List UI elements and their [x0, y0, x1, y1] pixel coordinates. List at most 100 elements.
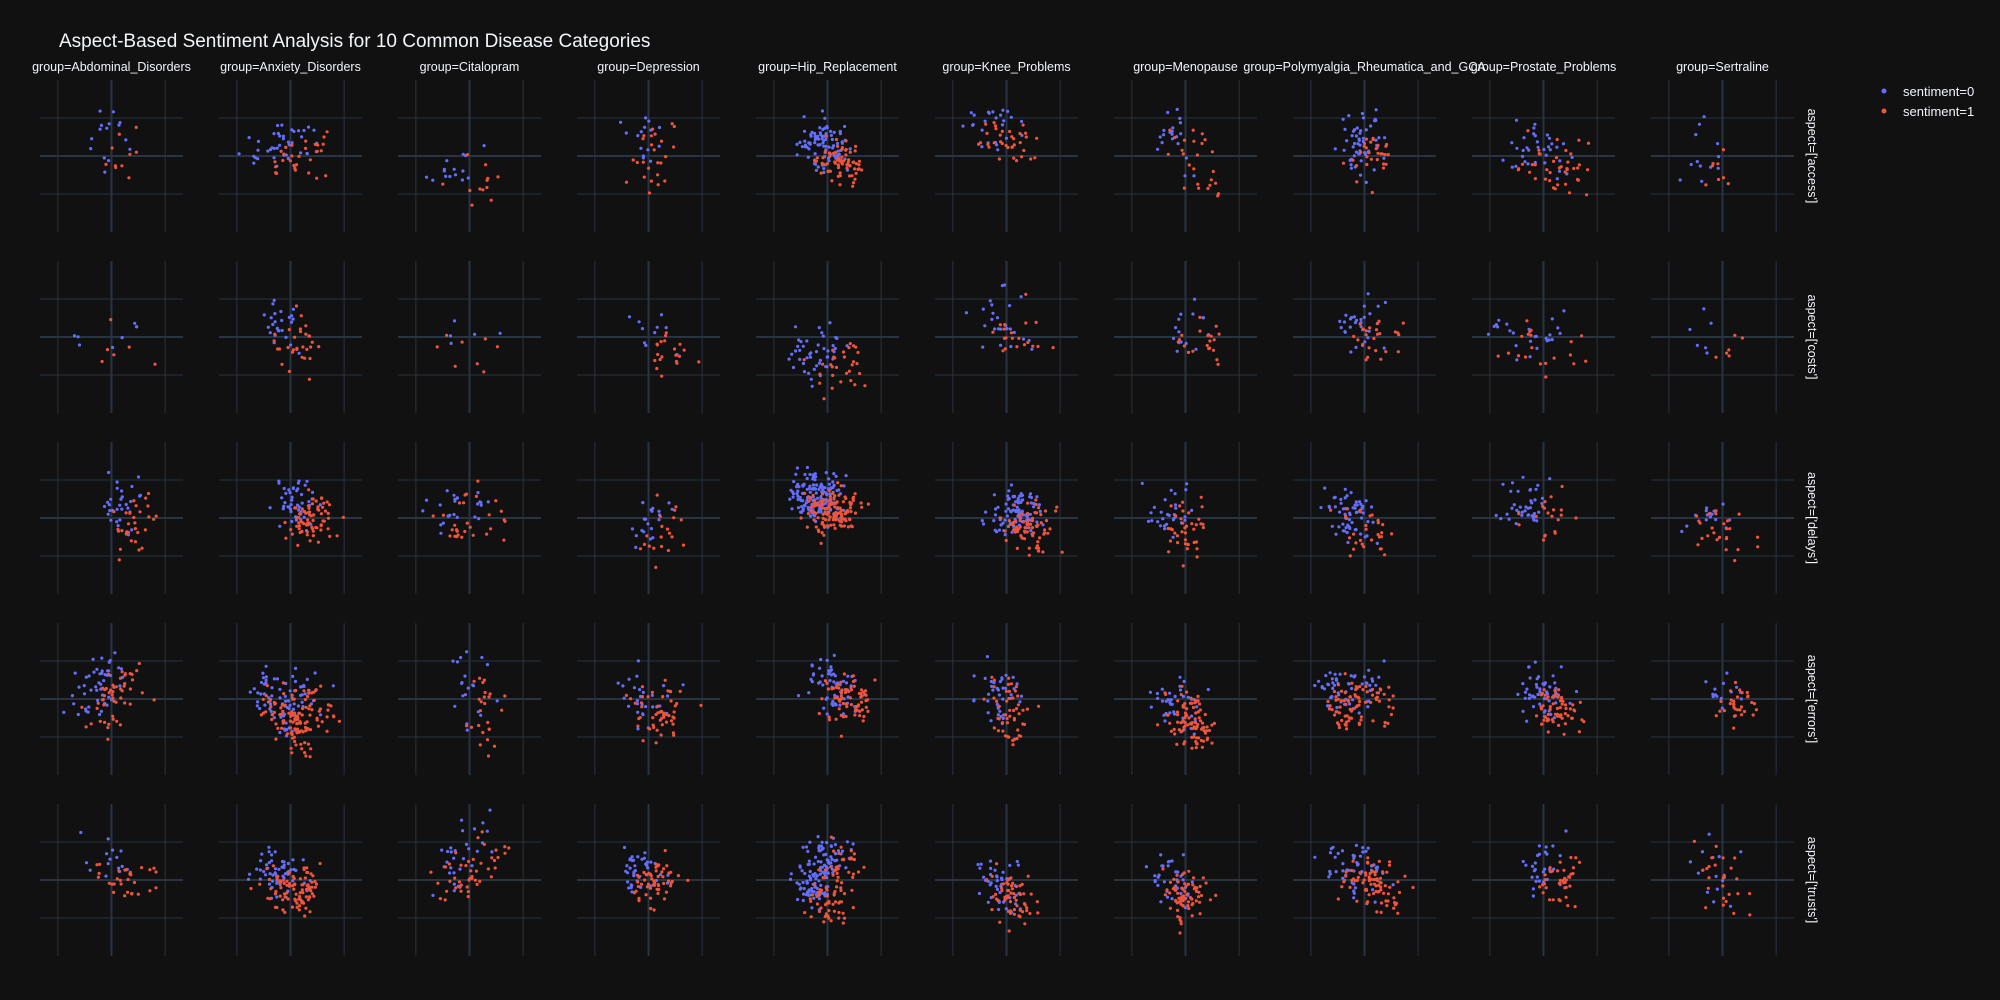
point-sentiment-0: [802, 887, 806, 891]
point-sentiment-0: [1355, 863, 1360, 867]
point-sentiment-1: [484, 163, 488, 167]
legend[interactable]: sentiment=0 sentiment=1: [1881, 84, 1975, 119]
point-sentiment-0: [983, 324, 987, 328]
point-sentiment-1: [261, 697, 265, 702]
point-sentiment-1: [1177, 728, 1181, 732]
facet-panel: [219, 80, 362, 232]
point-sentiment-0: [130, 484, 134, 489]
legend-label-sentiment-0[interactable]: sentiment=0: [1903, 84, 1974, 99]
point-sentiment-0: [828, 321, 832, 325]
point-sentiment-0: [1001, 697, 1005, 701]
point-sentiment-1: [658, 357, 662, 362]
point-sentiment-0: [1374, 108, 1378, 112]
point-sentiment-1: [133, 540, 138, 544]
point-sentiment-0: [1165, 895, 1170, 899]
point-sentiment-1: [267, 877, 272, 882]
point-sentiment-0: [1328, 671, 1332, 675]
point-sentiment-1: [849, 849, 853, 853]
point-sentiment-0: [1366, 705, 1370, 709]
point-sentiment-1: [321, 505, 325, 509]
point-sentiment-0: [1018, 700, 1022, 704]
point-sentiment-1: [492, 744, 497, 748]
point-sentiment-1: [802, 358, 806, 362]
point-sentiment-0: [268, 702, 273, 706]
point-sentiment-0: [1717, 155, 1721, 159]
point-sentiment-1: [1714, 509, 1718, 513]
point-sentiment-1: [1386, 721, 1390, 726]
point-sentiment-1: [1401, 321, 1405, 325]
point-sentiment-0: [277, 867, 281, 871]
point-sentiment-0: [801, 898, 805, 903]
point-sentiment-1: [1013, 689, 1018, 693]
point-sentiment-0: [983, 119, 987, 123]
legend-label-sentiment-1[interactable]: sentiment=1: [1903, 104, 1974, 119]
point-sentiment-1: [664, 720, 669, 724]
point-sentiment-1: [1006, 888, 1010, 893]
point-sentiment-1: [1008, 129, 1012, 134]
point-sentiment-1: [1020, 512, 1024, 516]
point-sentiment-0: [993, 513, 998, 517]
point-sentiment-1: [1002, 336, 1007, 340]
point-sentiment-0: [793, 325, 798, 329]
point-sentiment-0: [795, 881, 799, 885]
point-sentiment-0: [98, 712, 102, 717]
point-sentiment-1: [1022, 537, 1027, 541]
point-sentiment-1: [1182, 186, 1186, 190]
point-sentiment-1: [1008, 708, 1012, 713]
point-sentiment-1: [311, 518, 315, 523]
point-sentiment-0: [287, 315, 291, 319]
point-sentiment-1: [1009, 331, 1014, 335]
point-sentiment-1: [858, 709, 862, 714]
point-sentiment-1: [1526, 332, 1530, 336]
point-sentiment-1: [824, 903, 828, 907]
point-sentiment-1: [1396, 911, 1400, 915]
point-sentiment-1: [823, 150, 828, 154]
point-sentiment-1: [280, 703, 284, 707]
point-sentiment-1: [503, 519, 507, 524]
point-sentiment-1: [1561, 699, 1565, 703]
point-sentiment-0: [816, 143, 820, 147]
point-sentiment-1: [1183, 538, 1187, 542]
point-sentiment-1: [300, 529, 304, 534]
point-sentiment-0: [804, 845, 809, 849]
point-sentiment-1: [153, 362, 157, 366]
point-sentiment-1: [1556, 695, 1560, 699]
point-sentiment-1: [1021, 123, 1025, 127]
point-sentiment-0: [72, 334, 77, 338]
point-sentiment-1: [1026, 501, 1030, 505]
point-sentiment-1: [1557, 881, 1561, 886]
point-sentiment-1: [1544, 886, 1548, 890]
point-sentiment-0: [1348, 511, 1352, 515]
facet-column-title: group=Prostate_Problems: [1471, 60, 1617, 74]
point-sentiment-1: [997, 157, 1002, 161]
point-sentiment-0: [451, 659, 455, 663]
point-sentiment-0: [832, 472, 836, 476]
point-sentiment-0: [1170, 859, 1174, 863]
point-sentiment-0: [288, 703, 292, 707]
point-sentiment-0: [1364, 180, 1368, 184]
point-sentiment-1: [1028, 911, 1032, 916]
point-sentiment-0: [666, 694, 670, 698]
point-sentiment-1: [814, 159, 819, 163]
facet-column-title: group=Polymyalgia_Rheumatica_and_GCA: [1243, 60, 1486, 74]
point-sentiment-0: [1000, 284, 1005, 288]
point-sentiment-1: [1347, 699, 1351, 703]
point-sentiment-0: [815, 483, 819, 487]
point-sentiment-0: [997, 907, 1001, 912]
point-sentiment-1: [1718, 709, 1722, 713]
point-sentiment-0: [1361, 846, 1365, 850]
point-sentiment-0: [998, 890, 1002, 895]
point-sentiment-1: [851, 360, 856, 364]
point-sentiment-1: [1528, 330, 1532, 334]
point-sentiment-0: [442, 167, 446, 171]
point-sentiment-0: [1545, 877, 1549, 882]
point-sentiment-0: [84, 861, 89, 865]
point-sentiment-1: [1358, 685, 1362, 689]
point-sentiment-0: [1704, 680, 1708, 684]
point-sentiment-1: [662, 881, 666, 886]
point-sentiment-1: [1560, 484, 1564, 489]
point-sentiment-1: [304, 146, 308, 150]
point-sentiment-1: [1727, 348, 1731, 352]
point-sentiment-0: [1527, 148, 1531, 152]
point-sentiment-1: [1186, 542, 1190, 547]
